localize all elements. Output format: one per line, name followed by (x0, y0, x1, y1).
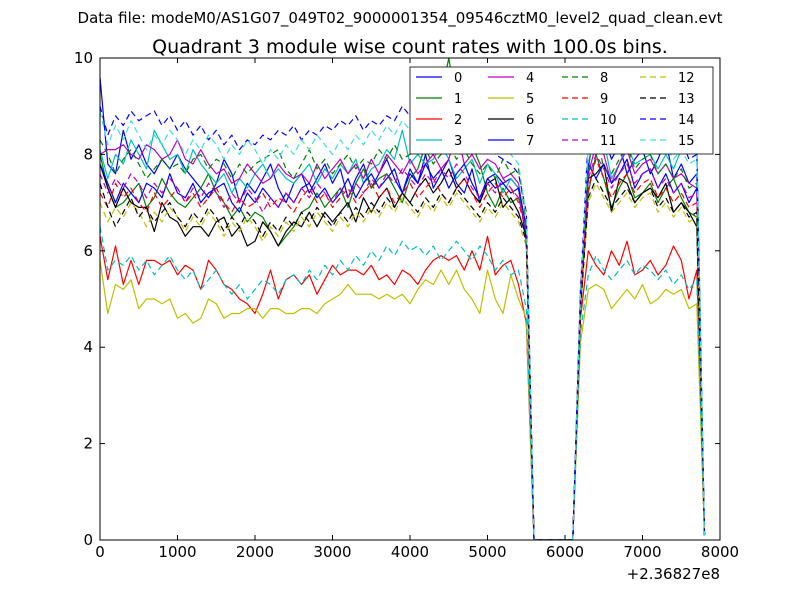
legend-label-2: 2 (454, 113, 462, 128)
legend-label-7: 7 (526, 134, 534, 149)
x-tick-label: 6000 (546, 543, 584, 561)
legend-label-15: 15 (678, 134, 695, 149)
x-tick-label: 5000 (468, 543, 506, 561)
x-tick-label: 4000 (391, 543, 429, 561)
series-line-10 (100, 226, 706, 540)
series-layer (100, 58, 706, 540)
legend-label-12: 12 (678, 71, 695, 86)
x-offset-label: +2.36827e8 (627, 565, 720, 583)
legend-label-0: 0 (454, 71, 462, 86)
legend-label-10: 10 (600, 113, 617, 128)
legend-label-5: 5 (526, 92, 534, 107)
x-tick-label: 7000 (623, 543, 661, 561)
y-tick-label: 2 (83, 435, 93, 453)
series-line-5 (100, 260, 706, 540)
figure-suptitle: Data file: modeM0/AS1G07_049T02_90000013… (77, 9, 723, 27)
legend-label-6: 6 (526, 113, 534, 128)
y-tick-label: 10 (74, 49, 93, 67)
y-tick-label: 8 (83, 145, 93, 163)
y-tick-label: 0 (83, 531, 93, 549)
series-line-14 (100, 105, 706, 540)
series-line-7 (100, 158, 706, 540)
legend-label-8: 8 (600, 71, 608, 86)
legend-label-13: 13 (678, 92, 695, 107)
series-line-12 (100, 182, 706, 540)
legend-label-14: 14 (678, 113, 695, 128)
x-tick-label: 0 (95, 543, 105, 561)
legend-label-11: 11 (600, 134, 617, 149)
y-tick-label: 6 (83, 242, 93, 260)
legend-label-1: 1 (454, 92, 462, 107)
x-tick-label: 8000 (701, 543, 739, 561)
series-line-9 (100, 158, 706, 540)
series-line-2 (100, 235, 706, 540)
legend-label-3: 3 (454, 134, 462, 149)
legend-label-4: 4 (526, 71, 534, 86)
x-tick-label: 3000 (313, 543, 351, 561)
y-tick-label: 4 (83, 338, 93, 356)
x-tick-label: 1000 (158, 543, 196, 561)
series-line-11 (100, 153, 706, 540)
x-tick-label: 2000 (236, 543, 274, 561)
legend-label-9: 9 (600, 92, 608, 107)
series-line-13 (100, 177, 706, 540)
chart-title: Quadrant 3 module wise count rates with … (152, 36, 668, 58)
